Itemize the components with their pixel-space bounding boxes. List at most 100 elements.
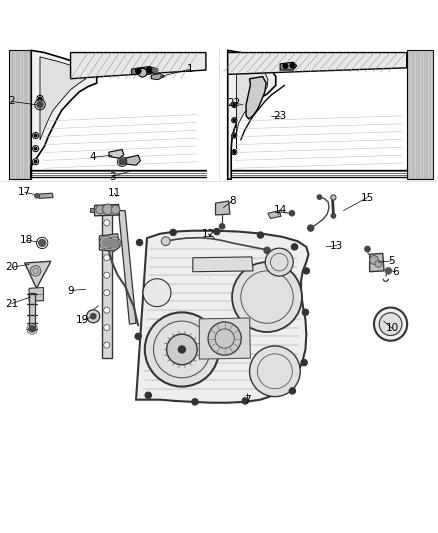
Circle shape xyxy=(233,151,236,154)
Circle shape xyxy=(290,63,294,68)
Circle shape xyxy=(232,133,237,138)
Polygon shape xyxy=(71,53,206,79)
Circle shape xyxy=(91,313,96,319)
Text: 12: 12 xyxy=(201,229,215,239)
Circle shape xyxy=(258,232,264,238)
Circle shape xyxy=(102,238,111,247)
Text: 23: 23 xyxy=(273,111,287,121)
Polygon shape xyxy=(228,51,276,179)
Circle shape xyxy=(331,214,336,218)
Circle shape xyxy=(291,244,297,250)
Circle shape xyxy=(147,67,152,72)
Circle shape xyxy=(301,359,307,366)
Circle shape xyxy=(232,149,237,155)
Polygon shape xyxy=(193,257,253,272)
Polygon shape xyxy=(125,155,141,165)
Circle shape xyxy=(317,195,321,199)
Polygon shape xyxy=(95,205,120,216)
Text: 20: 20 xyxy=(5,262,18,272)
Text: 3: 3 xyxy=(109,172,115,182)
Circle shape xyxy=(136,68,141,74)
Text: 1: 1 xyxy=(187,64,194,74)
Text: 15: 15 xyxy=(361,192,374,203)
Circle shape xyxy=(119,159,125,165)
Circle shape xyxy=(250,346,300,397)
Circle shape xyxy=(104,289,110,296)
Circle shape xyxy=(233,103,236,106)
Circle shape xyxy=(232,262,302,332)
Polygon shape xyxy=(215,201,230,215)
Polygon shape xyxy=(136,231,308,403)
Text: 14: 14 xyxy=(273,205,287,215)
Circle shape xyxy=(35,193,39,198)
Circle shape xyxy=(232,102,237,108)
Polygon shape xyxy=(31,51,97,179)
Circle shape xyxy=(102,204,113,215)
Circle shape xyxy=(365,246,370,252)
Circle shape xyxy=(104,307,110,313)
Circle shape xyxy=(145,392,151,398)
Circle shape xyxy=(32,159,39,165)
Circle shape xyxy=(37,95,43,101)
Circle shape xyxy=(242,398,248,404)
Circle shape xyxy=(104,272,110,278)
Polygon shape xyxy=(102,211,112,358)
Text: 5: 5 xyxy=(388,256,395,266)
Polygon shape xyxy=(199,318,251,359)
Circle shape xyxy=(104,220,110,226)
Circle shape xyxy=(161,237,170,246)
Polygon shape xyxy=(40,57,86,140)
Polygon shape xyxy=(407,51,433,179)
Text: 4: 4 xyxy=(89,152,95,163)
Circle shape xyxy=(104,255,110,261)
Circle shape xyxy=(110,239,119,248)
Circle shape xyxy=(32,146,39,152)
Circle shape xyxy=(34,160,37,163)
Polygon shape xyxy=(99,234,120,251)
Text: 8: 8 xyxy=(229,196,235,206)
Circle shape xyxy=(104,325,110,330)
Text: 22: 22 xyxy=(228,98,241,108)
Polygon shape xyxy=(25,261,51,288)
Text: 11: 11 xyxy=(108,188,121,198)
Circle shape xyxy=(166,334,197,365)
Polygon shape xyxy=(268,211,281,219)
Circle shape xyxy=(289,211,294,216)
Polygon shape xyxy=(237,57,268,149)
Circle shape xyxy=(302,309,308,316)
Circle shape xyxy=(111,205,120,214)
Text: 7: 7 xyxy=(244,394,251,405)
Circle shape xyxy=(264,247,270,253)
Circle shape xyxy=(374,308,407,341)
Circle shape xyxy=(104,237,110,244)
Circle shape xyxy=(289,388,295,394)
Circle shape xyxy=(138,68,147,77)
Polygon shape xyxy=(29,293,35,330)
Circle shape xyxy=(96,205,105,214)
Circle shape xyxy=(385,268,392,274)
Circle shape xyxy=(375,261,382,268)
Circle shape xyxy=(39,97,41,100)
Polygon shape xyxy=(29,287,43,302)
Polygon shape xyxy=(132,67,158,75)
Circle shape xyxy=(34,134,37,137)
Polygon shape xyxy=(109,149,124,158)
Circle shape xyxy=(34,147,37,150)
Polygon shape xyxy=(10,51,31,179)
Circle shape xyxy=(135,333,141,340)
Circle shape xyxy=(232,118,237,123)
Text: 17: 17 xyxy=(18,187,32,197)
Circle shape xyxy=(192,399,198,405)
Circle shape xyxy=(208,322,241,355)
Circle shape xyxy=(170,229,176,236)
Circle shape xyxy=(233,119,236,122)
Circle shape xyxy=(32,133,39,139)
Circle shape xyxy=(39,239,46,246)
Text: 21: 21 xyxy=(5,298,18,309)
Text: 10: 10 xyxy=(386,324,399,334)
Circle shape xyxy=(370,256,378,264)
Polygon shape xyxy=(280,62,297,70)
Polygon shape xyxy=(119,211,136,324)
Circle shape xyxy=(153,68,158,72)
Polygon shape xyxy=(246,77,266,119)
